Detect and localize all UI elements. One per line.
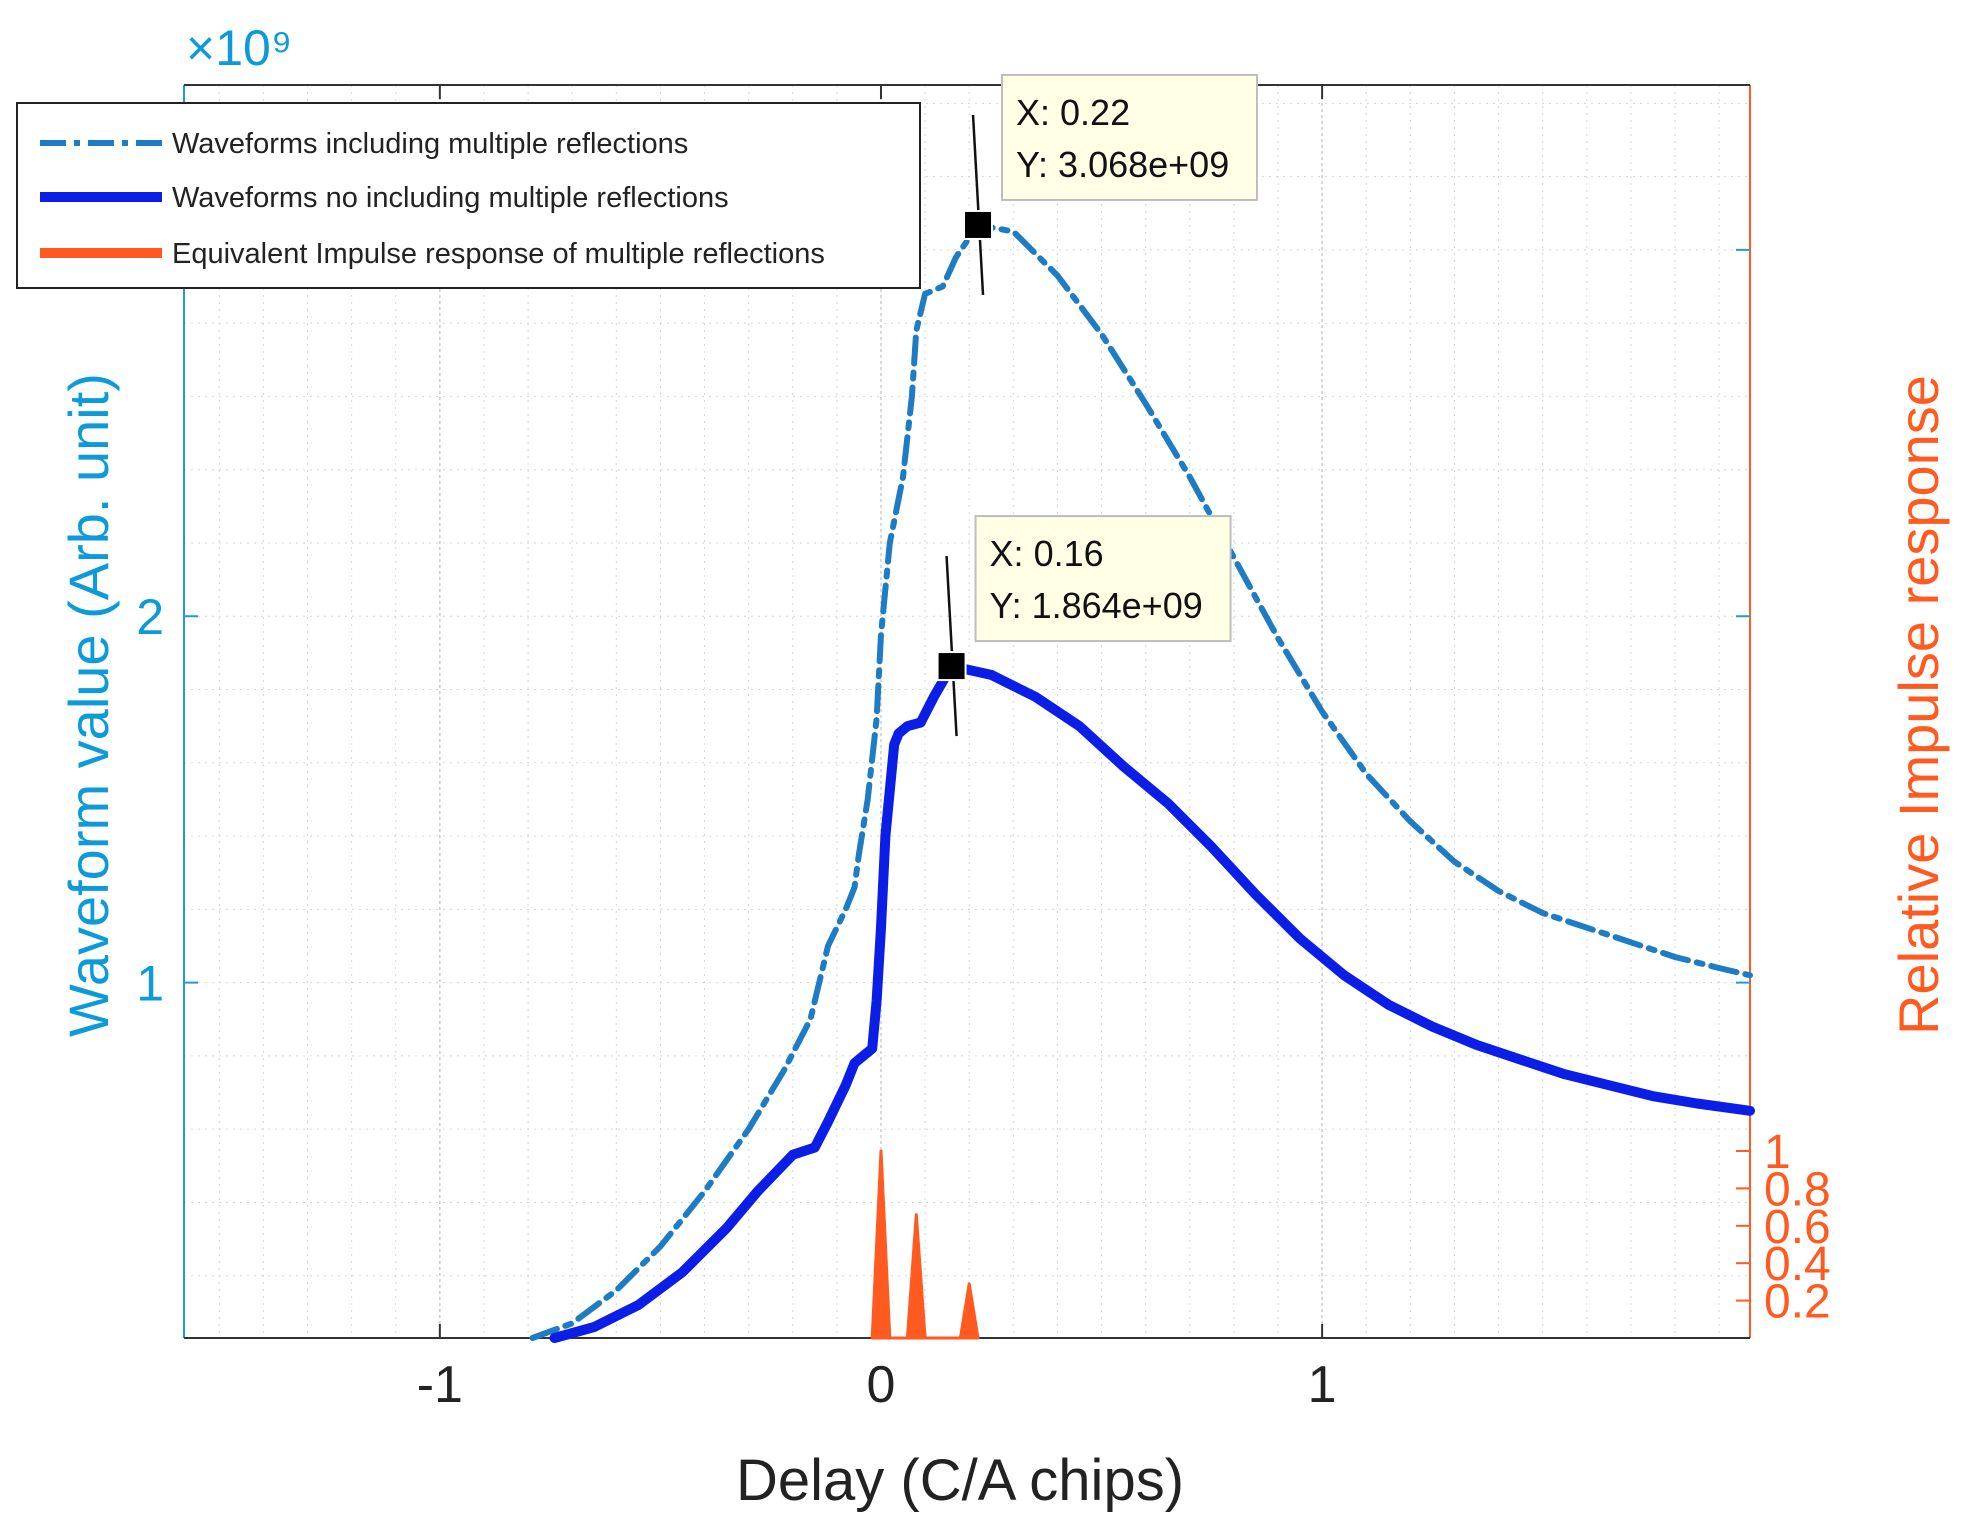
series-without-reflections [549, 661, 1755, 1343]
series [529, 222, 1755, 1343]
x-tick-label: -1 [417, 1356, 463, 1414]
datatip-stem [971, 114, 985, 296]
y-left-tick-label: 2 [136, 589, 164, 645]
datatip-stem [945, 556, 958, 737]
datatip-box [974, 515, 1232, 643]
datatip[interactable]: X: 0.16 Y: 1.864e+09 [936, 515, 1232, 737]
datatips[interactable]: X: 0.22 Y: 3.068e+09 X: 0.16 Y: 1.864e+09 [936, 73, 1259, 737]
y-right-tick-label: 0.2 [1764, 1276, 1831, 1329]
datatip-text: X: 0.16 [990, 533, 1104, 574]
legend-entry-1: Waveforms including multiple reflections [172, 128, 688, 160]
y-right-axis-label: Relative Impulse response [1887, 375, 1950, 1035]
x-axis-label: Delay (C/A chips) [736, 1448, 1184, 1513]
datatip[interactable]: X: 0.22 Y: 3.068e+09 [963, 73, 1259, 296]
datatip-box [1001, 73, 1259, 201]
series-impulse-response [870, 1149, 980, 1340]
datatip-text: Y: 3.068e+09 [1016, 144, 1229, 185]
legend-entry-2: Waveforms no including multiple reflecti… [172, 182, 729, 214]
y-right-tick-label: 0.6 [1764, 1201, 1831, 1254]
y-right-tick-label: 0.8 [1764, 1163, 1831, 1216]
y-exponent-label: ×10⁹ [186, 20, 292, 76]
legend: Waveforms including multiple reflections… [16, 102, 921, 289]
x-tick-label: 1 [1308, 1356, 1337, 1414]
y-left-tick-label: 1 [136, 956, 164, 1012]
datatip-marker[interactable] [936, 651, 967, 682]
datatip-text: Y: 1.864e+09 [990, 585, 1203, 626]
series-with-reflections [529, 222, 1753, 1341]
y-right-tick-label: 0.4 [1764, 1238, 1831, 1291]
datatip-marker[interactable] [963, 209, 994, 240]
y-left-axis-label: Waveform value (Arb. unit) [57, 373, 120, 1037]
y-right-tick-label: 1 [1764, 1126, 1791, 1179]
legend-entry-3: Equivalent Impulse response of multiple … [172, 238, 825, 270]
datatip-text: X: 0.22 [1016, 92, 1130, 133]
x-tick-label: 0 [867, 1356, 896, 1414]
